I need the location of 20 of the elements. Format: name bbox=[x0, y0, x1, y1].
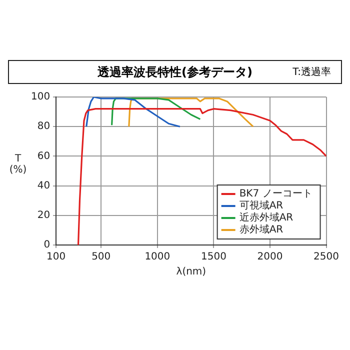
x-tick-label: 1500 bbox=[200, 252, 226, 263]
x-tick-label: 2500 bbox=[314, 252, 339, 263]
legend-label: 近赤外域AR bbox=[239, 212, 294, 224]
legend-label: 可視域AR bbox=[239, 200, 284, 212]
x-tick-label: 2000 bbox=[257, 252, 283, 263]
chart-title: 透過率波長特性(参考データ) bbox=[98, 64, 252, 80]
y-tick-label: 80 bbox=[37, 121, 50, 132]
legend-label: 赤外域AR bbox=[239, 224, 284, 236]
legend-label: BK7 ノーコート bbox=[239, 188, 312, 200]
y-tick-label: 0 bbox=[44, 240, 50, 251]
x-axis-title: λ(nm) bbox=[176, 266, 206, 278]
text: T:透過率 bbox=[292, 67, 331, 78]
y-tick-label: 40 bbox=[37, 180, 50, 192]
y-axis-title: T (%) bbox=[9, 154, 27, 176]
y-tick-label: 100 bbox=[30, 92, 50, 103]
y-tick-label: 60 bbox=[37, 150, 50, 162]
x-tick-label: 1000 bbox=[144, 252, 170, 263]
x-tick-label: 500 bbox=[92, 252, 111, 263]
x-tick-label: 100 bbox=[46, 252, 66, 263]
y-tick-label: 20 bbox=[37, 210, 50, 221]
